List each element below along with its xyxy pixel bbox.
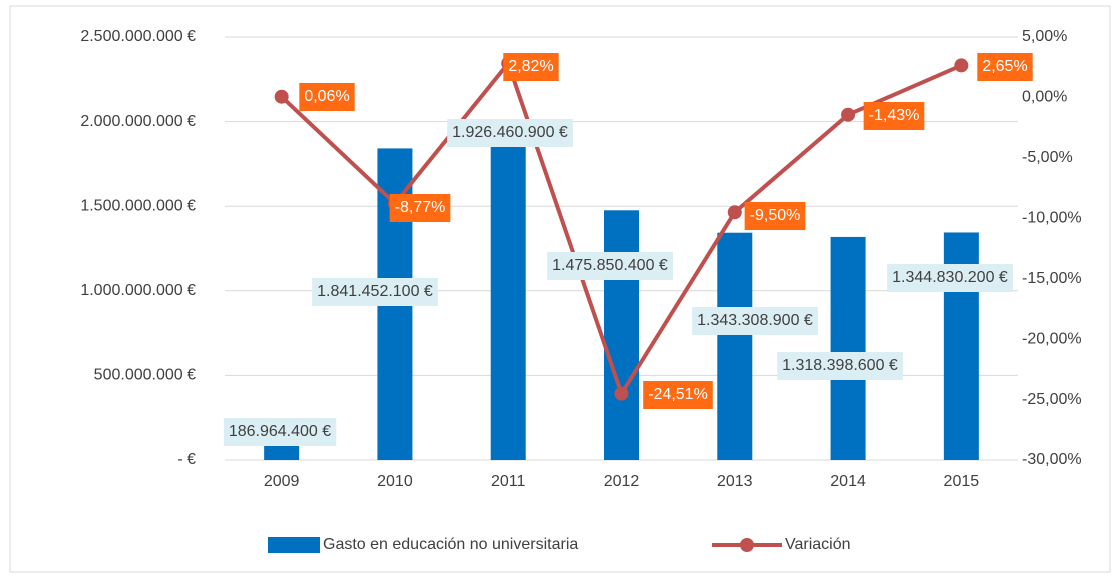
line-marker bbox=[954, 58, 969, 73]
y2-tick-label: -30,00% bbox=[1022, 451, 1082, 468]
data-label-box bbox=[863, 102, 925, 130]
y2-tick-label: -15,00% bbox=[1022, 270, 1082, 287]
data-label: 1.841.452.100 € bbox=[317, 283, 433, 300]
y-tick-label: - € bbox=[177, 451, 196, 468]
data-label-box bbox=[447, 119, 573, 147]
x-tick-label: 2012 bbox=[604, 473, 640, 490]
x-tick-label: 2013 bbox=[717, 473, 753, 490]
line-marker bbox=[274, 89, 289, 104]
line-marker bbox=[614, 386, 629, 401]
data-label-box bbox=[299, 83, 355, 111]
y2-tick-label: 5,00% bbox=[1022, 28, 1067, 45]
y2-tick-label: -5,00% bbox=[1022, 149, 1073, 166]
data-label: -8,77% bbox=[395, 199, 446, 216]
legend-swatch bbox=[740, 538, 754, 552]
data-label: -9,50% bbox=[750, 207, 801, 224]
data-label: 2,65% bbox=[982, 58, 1027, 75]
data-label: 1.318.398.600 € bbox=[782, 357, 898, 374]
y2-tick-label: 0,00% bbox=[1022, 89, 1067, 106]
y2-tick-label: -25,00% bbox=[1022, 391, 1082, 408]
y-tick-label: 2.000.000.000 € bbox=[80, 113, 196, 130]
line-marker bbox=[841, 107, 856, 122]
data-label-box bbox=[312, 278, 438, 306]
y-tick-label: 500.000.000 € bbox=[94, 367, 196, 384]
bar bbox=[604, 210, 639, 460]
bar bbox=[830, 236, 866, 460]
data-label: -24,51% bbox=[648, 386, 708, 403]
data-label: 1.475.850.400 € bbox=[552, 257, 668, 274]
data-label-box bbox=[692, 307, 818, 335]
bar bbox=[717, 232, 753, 460]
legend-label: Gasto en educación no universitaria bbox=[323, 536, 578, 553]
x-tick-label: 2010 bbox=[377, 473, 413, 490]
y2-tick-label: -20,00% bbox=[1022, 330, 1082, 347]
data-label-box bbox=[389, 194, 451, 222]
y-tick-label: 2.500.000.000 € bbox=[80, 28, 196, 45]
data-label-box bbox=[503, 53, 559, 81]
data-label: 1.343.308.900 € bbox=[697, 312, 813, 329]
data-label-box bbox=[887, 264, 1013, 292]
data-label-box bbox=[643, 381, 713, 409]
data-label-box bbox=[223, 418, 337, 446]
legend-swatch bbox=[268, 537, 320, 553]
data-label-box bbox=[547, 252, 673, 280]
legend-label: Variación bbox=[785, 536, 851, 553]
bar bbox=[490, 134, 526, 460]
data-label: -1,43% bbox=[869, 107, 920, 124]
x-tick-label: 2015 bbox=[944, 473, 980, 490]
data-label-box bbox=[977, 53, 1033, 81]
y-tick-label: 1.500.000.000 € bbox=[80, 197, 196, 214]
data-label: 186.964.400 € bbox=[229, 423, 331, 440]
x-tick-label: 2009 bbox=[264, 473, 300, 490]
y2-tick-label: -10,00% bbox=[1022, 210, 1082, 227]
data-label-box bbox=[744, 202, 806, 230]
x-tick-label: 2011 bbox=[491, 473, 526, 490]
data-label: 1.926.460.900 € bbox=[452, 124, 568, 141]
line-marker bbox=[727, 205, 742, 220]
x-tick-label: 2014 bbox=[830, 473, 866, 490]
data-label: 0,06% bbox=[304, 88, 349, 105]
data-label: 1.344.830.200 € bbox=[892, 269, 1008, 286]
y-tick-label: 1.000.000.000 € bbox=[80, 282, 196, 299]
data-label-box bbox=[777, 352, 903, 380]
data-label: 2,82% bbox=[508, 58, 553, 75]
